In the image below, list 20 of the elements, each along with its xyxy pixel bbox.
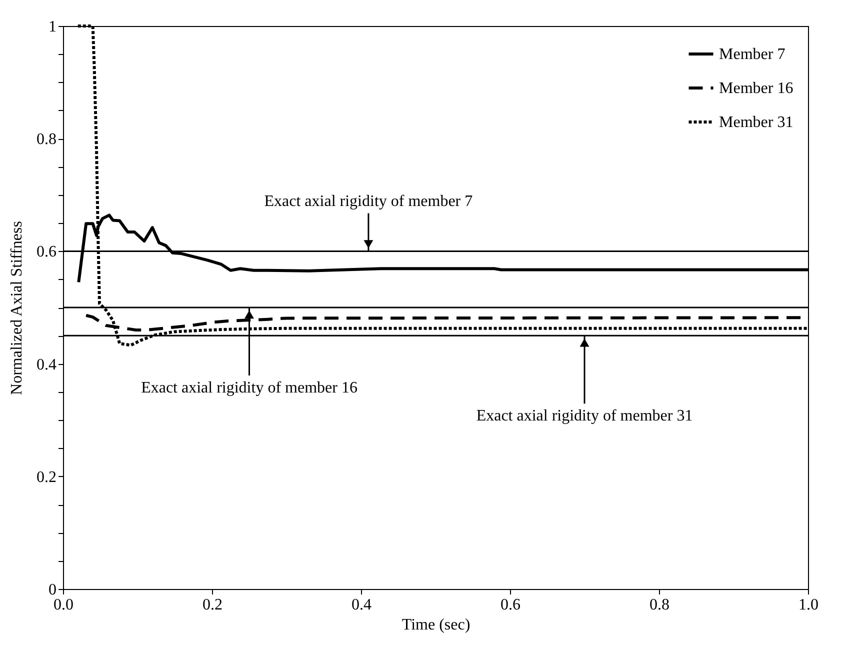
y-tick-label: 0.6 [36, 244, 56, 261]
legend-label: Member 16 [719, 80, 794, 97]
x-tick-label: 0.2 [202, 596, 222, 614]
y-axis-title: Normalized Axial Stiffness [8, 221, 26, 395]
x-tick-label: 0.8 [650, 596, 670, 614]
y-tick-label: 0.4 [36, 356, 56, 374]
y-tick-label: 1 [48, 18, 56, 36]
x-axis-title: Time (sec) [402, 616, 470, 634]
legend-label: Member 7 [719, 46, 786, 63]
x-tick-label: 0.0 [54, 596, 74, 614]
x-tick-label: 0.6 [500, 596, 520, 614]
annotation: Exact axial rigidity of member 31 [476, 408, 693, 425]
y-tick-label: 0 [48, 582, 56, 598]
x-tick-label: 0.4 [352, 596, 372, 614]
annotation: Exact axial rigidity of member 16 [141, 380, 358, 396]
legend-label: Member 31 [719, 114, 794, 131]
annotation: Exact axial rigidity of member 7 [264, 193, 473, 210]
y-tick-label: 0.2 [36, 468, 56, 486]
x-tick-label: 1.0 [798, 596, 818, 614]
y-tick-label: 0.8 [36, 131, 56, 148]
